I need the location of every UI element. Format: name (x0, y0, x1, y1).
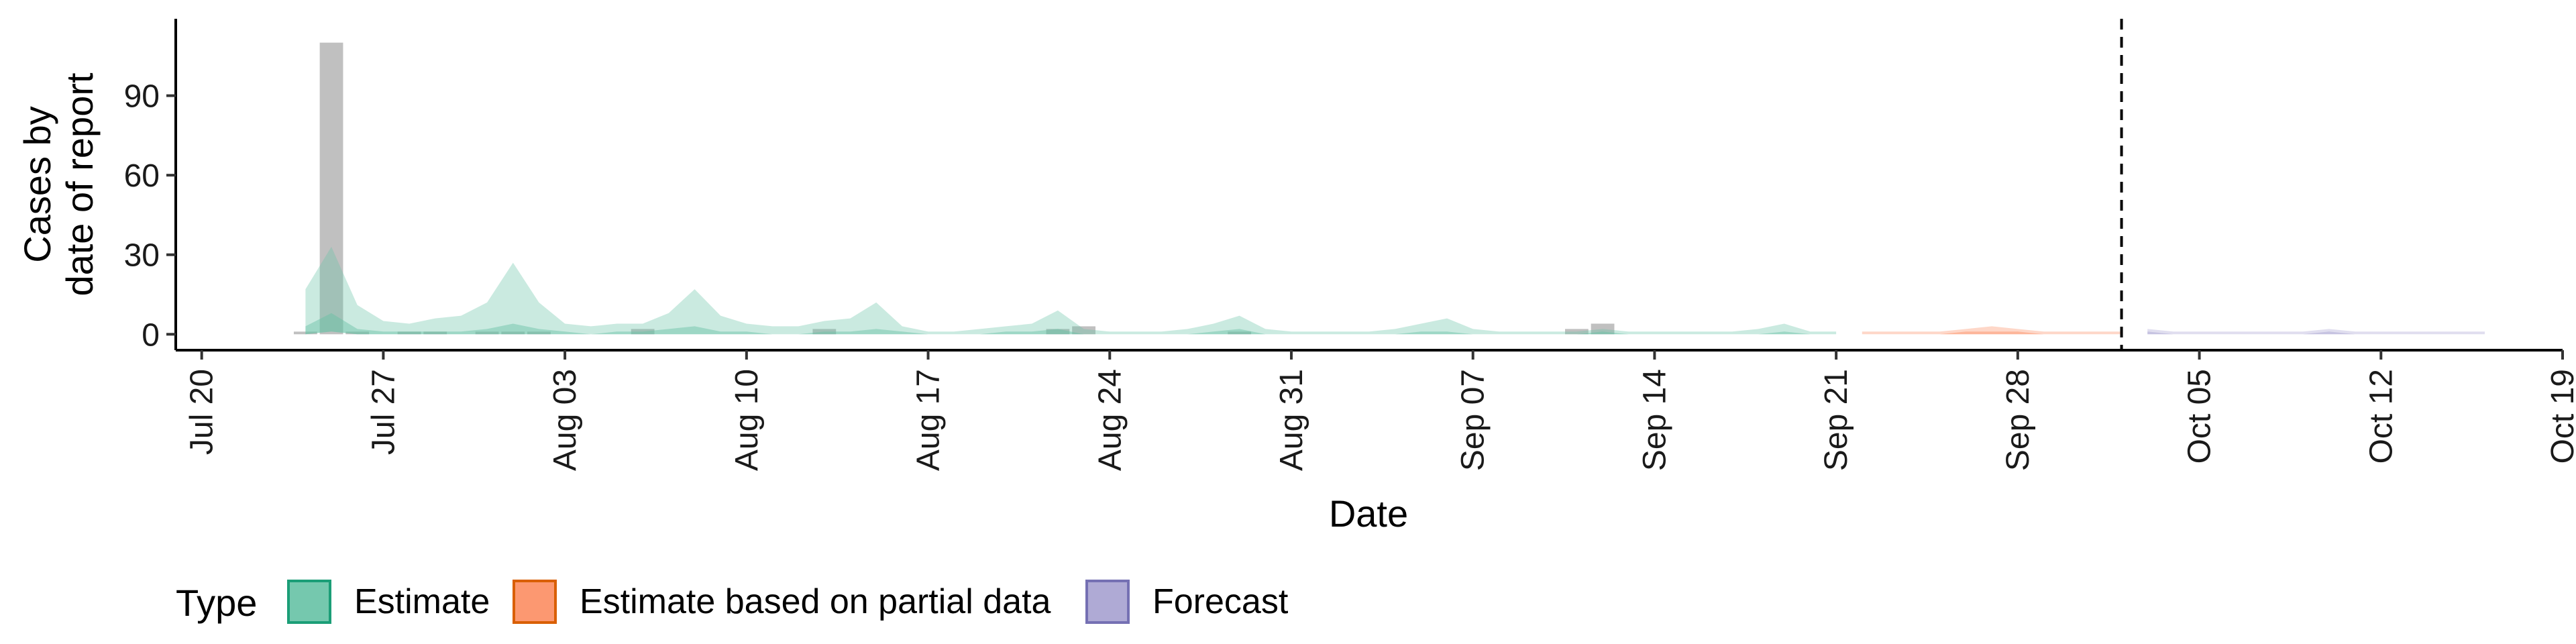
plot-area (293, 19, 2485, 350)
reported-case-bar (631, 329, 655, 335)
x-axis-ticks: Jul 20 Jul 27 Aug 03 Aug 10 Aug 17 Aug 24 Aug … (184, 350, 2576, 471)
x-tick-label: Sep 07 (1456, 369, 1491, 471)
reported-case-bar (812, 329, 837, 335)
x-tick-label: Oct 05 (2182, 369, 2218, 464)
legend-label-estimate: Estimate (354, 582, 490, 621)
legend-swatch-estimate (287, 580, 331, 624)
y-tick-label: 0 (142, 317, 160, 353)
reported-case-bar (345, 331, 370, 335)
x-tick-label: Aug 10 (729, 369, 765, 471)
y-tick-label: 30 (124, 238, 160, 274)
reported-case-bar (1072, 326, 1095, 335)
ribbon-outer-estimate (305, 246, 1837, 335)
reported-case-bar (475, 331, 499, 335)
y-axis-ticks: 0 30 60 90 (124, 79, 176, 353)
reported-case-bar (527, 331, 551, 335)
y-axis-title: Cases by date of report (16, 72, 101, 297)
legend-label-partial: Estimate based on partial data (580, 582, 1051, 621)
ribbon-inner-forecast (2147, 331, 2485, 335)
ribbon-inner-estimate (305, 313, 1837, 335)
x-tick-label: Jul 20 (184, 369, 220, 455)
reported-case-bar (1046, 329, 1070, 335)
x-tick-label: Aug 31 (1274, 369, 1309, 471)
legend-swatch-partial (513, 580, 557, 624)
y-tick-label: 60 (124, 158, 160, 194)
x-tick-label: Sep 14 (1637, 369, 1672, 471)
y-axis-title-line-2: date of report (58, 72, 101, 297)
ribbon-inner-estimate-based-on-partial-data (1862, 331, 2122, 335)
x-tick-label: Aug 03 (547, 369, 583, 471)
reported-case-bar (397, 331, 421, 335)
reported-case-bar (1564, 329, 1589, 335)
x-tick-label: Aug 24 (1092, 369, 1128, 471)
legend-label-forecast: Forecast (1152, 582, 1289, 621)
legend-swatch-forecast (1085, 580, 1130, 624)
x-tick-label: Aug 17 (911, 369, 947, 471)
x-tick-label: Jul 27 (366, 369, 401, 455)
ribbon-outer-forecast (2147, 329, 2485, 335)
x-tick-label: Sep 28 (2000, 369, 2036, 471)
legend: Type Estimate Estimate based on partial … (176, 580, 1289, 624)
reported-case-bar (319, 42, 343, 335)
y-tick-label: 90 (124, 79, 160, 115)
x-axis-title: Date (1329, 492, 1408, 535)
x-tick-label: Sep 21 (1819, 369, 1854, 471)
x-tick-label: Oct 12 (2363, 369, 2399, 464)
reported-case-bar (1228, 331, 1252, 335)
axes (174, 19, 2563, 352)
reported-case-bar (1591, 323, 1615, 335)
reported-case-bar (423, 331, 447, 335)
reported-case-bar (501, 331, 525, 335)
legend-title: Type (176, 582, 257, 624)
x-tick-label: Oct 19 (2545, 369, 2576, 464)
y-axis-title-line-1: Cases by (16, 106, 58, 262)
ribbon-outer-estimate-based-on-partial-data (1862, 326, 2122, 335)
reported-case-bar (293, 331, 317, 335)
